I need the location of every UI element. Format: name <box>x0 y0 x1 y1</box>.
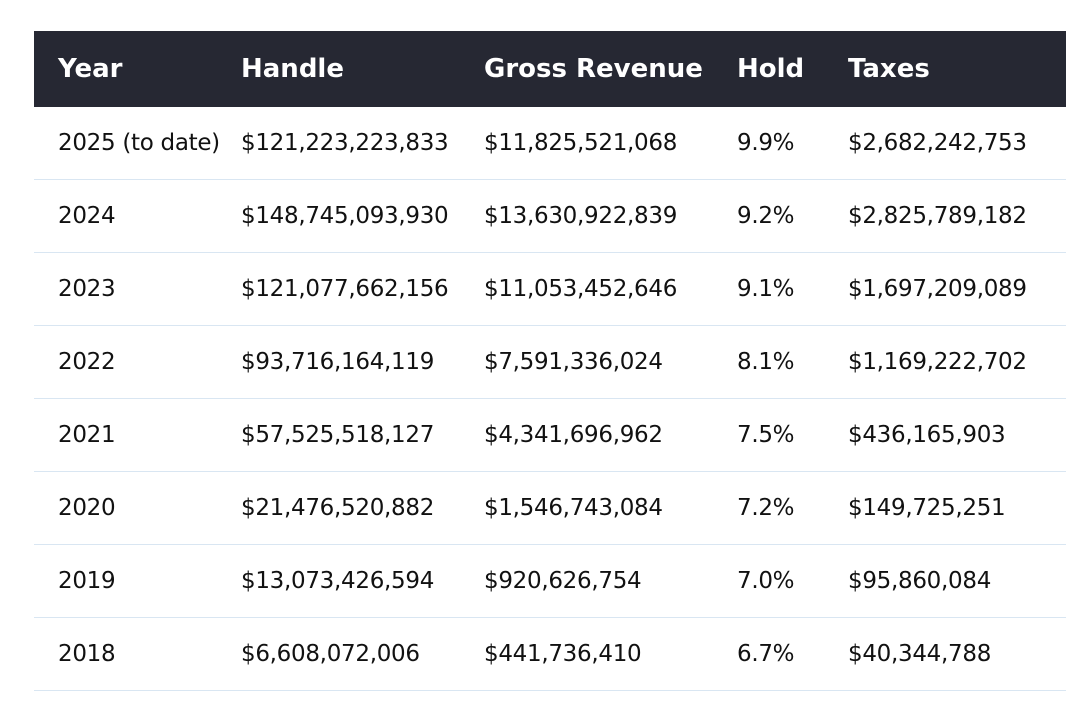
table-cell: 2024 <box>34 179 241 253</box>
table-cell: $4,341,696,962 <box>484 398 737 472</box>
table-row: 2022 $93,716,164,119 $7,591,336,024 8.1% $1,… <box>34 325 1066 399</box>
table-cell: $121,223,223,833 <box>241 107 484 180</box>
table-cell: $436,165,903 <box>848 398 1066 472</box>
table-cell: 2022 <box>34 325 241 399</box>
table-cell: 6.7% <box>737 617 848 691</box>
table-cell: 7.0% <box>737 544 848 618</box>
table-row: 2024 $148,745,093,930 $13,630,922,839 9.2% $… <box>34 179 1066 253</box>
table-cell: 2021 <box>34 398 241 472</box>
header-cell: Hold <box>737 31 848 107</box>
table-cell: 2019 <box>34 544 241 618</box>
header-cell: Year <box>34 31 241 107</box>
table-cell: $2,682,242,753 <box>848 107 1066 180</box>
table-cell: $11,053,452,646 <box>484 252 737 326</box>
table-container: Year Handle Gross Revenue Hold Taxes 2025 (t… <box>34 31 1066 691</box>
table-cell: 8.1% <box>737 325 848 399</box>
table-cell: $13,073,426,594 <box>241 544 484 618</box>
table-cell: 9.2% <box>737 179 848 253</box>
header-row: Year Handle Gross Revenue Hold Taxes <box>34 31 1066 107</box>
table-cell: $121,077,662,156 <box>241 252 484 326</box>
table-cell: 9.9% <box>737 107 848 180</box>
table-cell: $920,626,754 <box>484 544 737 618</box>
table-cell: $441,736,410 <box>484 617 737 691</box>
table-cell: $95,860,084 <box>848 544 1066 618</box>
revenue-table: Year Handle Gross Revenue Hold Taxes 2025 (t… <box>34 31 1066 691</box>
table-cell: 2023 <box>34 252 241 326</box>
table-cell: $13,630,922,839 <box>484 179 737 253</box>
table-row: 2021 $57,525,518,127 $4,341,696,962 7.5% $43… <box>34 398 1066 472</box>
table-cell: 7.2% <box>737 471 848 545</box>
table-cell: $93,716,164,119 <box>241 325 484 399</box>
table-cell: $57,525,518,127 <box>241 398 484 472</box>
table-cell: $40,344,788 <box>848 617 1066 691</box>
table-cell: $7,591,336,024 <box>484 325 737 399</box>
table-cell: 2020 <box>34 471 241 545</box>
table-row: 2020 $21,476,520,882 $1,546,743,084 7.2% $14… <box>34 471 1066 545</box>
table-cell: 2018 <box>34 617 241 691</box>
table-cell: $2,825,789,182 <box>848 179 1066 253</box>
table-cell: $11,825,521,068 <box>484 107 737 180</box>
header-cell: Taxes <box>848 31 1066 107</box>
table-row: 2018 $6,608,072,006 $441,736,410 6.7% $40,34… <box>34 617 1066 691</box>
table-cell: $1,546,743,084 <box>484 471 737 545</box>
header-cell: Handle <box>241 31 484 107</box>
table-row: 2019 $13,073,426,594 $920,626,754 7.0% $95,8… <box>34 544 1066 618</box>
table-cell: 9.1% <box>737 252 848 326</box>
table-cell: $148,745,093,930 <box>241 179 484 253</box>
table-cell: $21,476,520,882 <box>241 471 484 545</box>
table-cell: $6,608,072,006 <box>241 617 484 691</box>
table-body: 2025 (to date) $121,223,223,833 $11,825,52… <box>34 107 1066 691</box>
table-row: 2025 (to date) $121,223,223,833 $11,825,52… <box>34 107 1066 180</box>
table-cell: 7.5% <box>737 398 848 472</box>
table-cell: $1,169,222,702 <box>848 325 1066 399</box>
table-cell: 2025 (to date) <box>34 107 241 180</box>
table-row: 2023 $121,077,662,156 $11,053,452,646 9.1% $… <box>34 252 1066 326</box>
table-cell: $149,725,251 <box>848 471 1066 545</box>
table-cell: $1,697,209,089 <box>848 252 1066 326</box>
header-cell: Gross Revenue <box>484 31 737 107</box>
